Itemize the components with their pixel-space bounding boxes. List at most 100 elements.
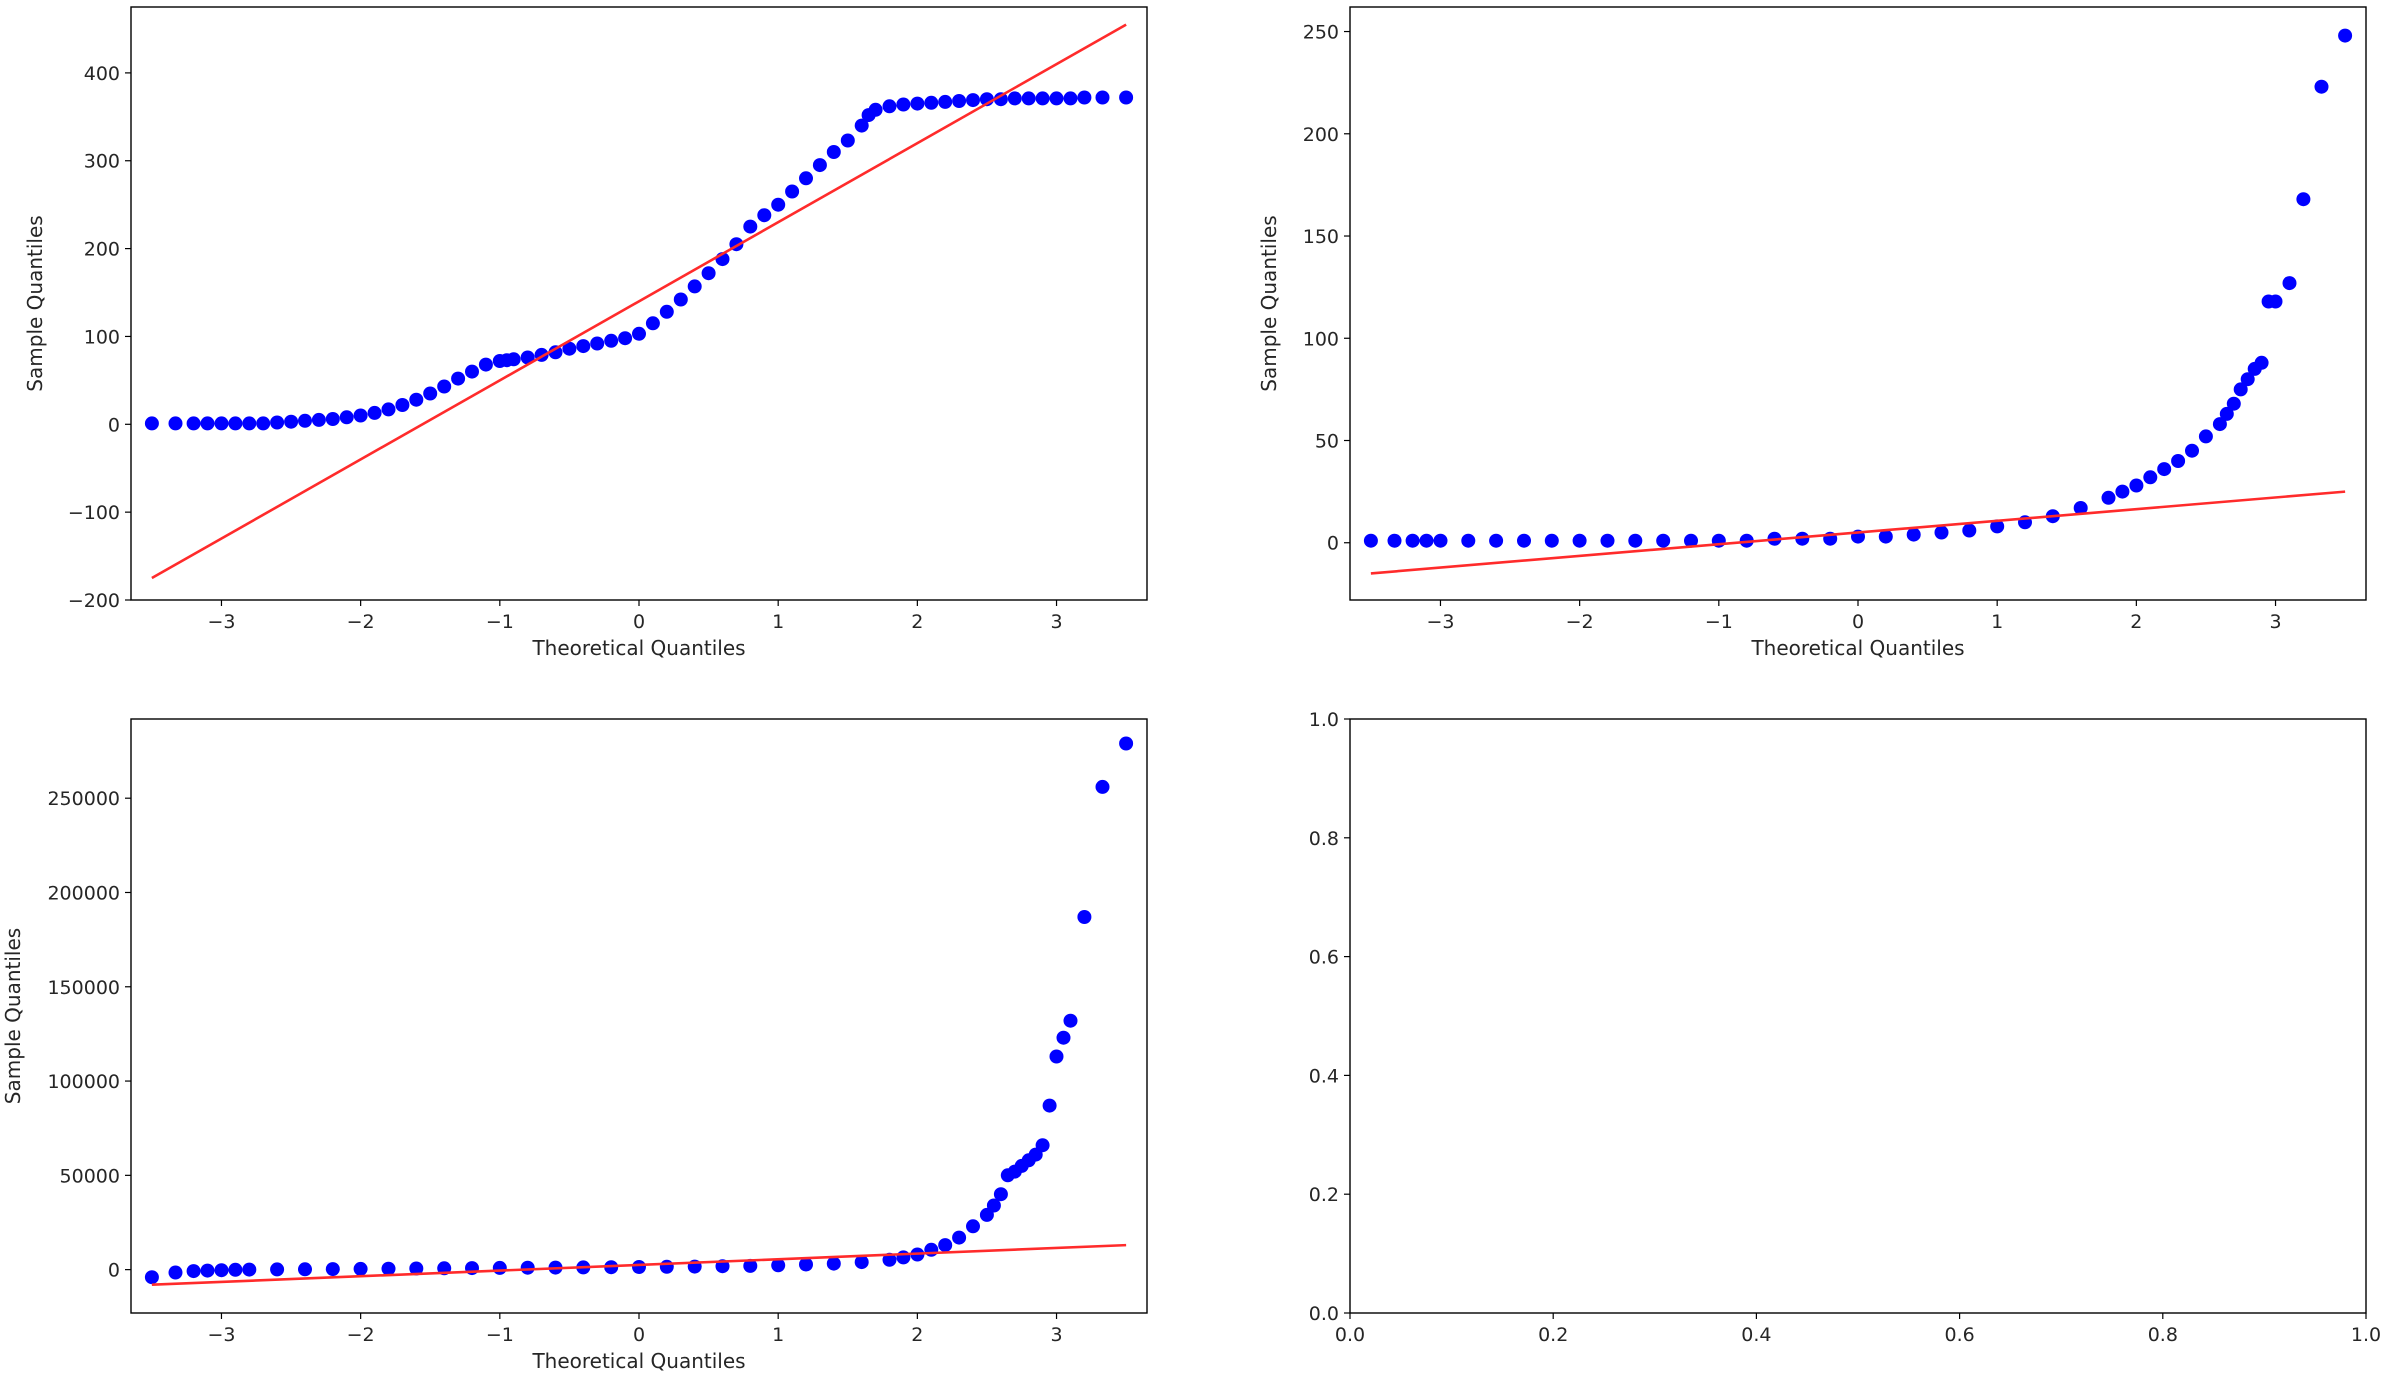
data-point: [687, 279, 702, 294]
data-point: [757, 208, 772, 223]
data-point: [632, 326, 646, 341]
data-point: [645, 316, 660, 331]
data-point: [1095, 90, 1110, 105]
data-point: [659, 1259, 674, 1274]
data-point: [826, 1256, 841, 1271]
data-point: [1628, 533, 1643, 548]
subplot-4: 0.0 0.2 0.4 0.6 0.8 1.0 0.0 0.2 0.4 0.6 0.8 1.0: [1309, 709, 2381, 1346]
data-point: [1035, 91, 1050, 106]
x-tick-label: 3: [1050, 1324, 1062, 1346]
data-point: [799, 171, 813, 186]
data-point: [284, 414, 299, 429]
data-point: [256, 416, 271, 431]
y-tick-label: 250: [1303, 22, 1339, 44]
x-tick-label: 1: [772, 611, 784, 633]
data-point: [506, 352, 521, 367]
data-point: [840, 133, 855, 148]
x-tick-label: 0.4: [1741, 1324, 1771, 1346]
data-point: [168, 1265, 183, 1280]
y-tick-label: 0.4: [1309, 1065, 1339, 1087]
data-point: [242, 1262, 257, 1277]
y-tick-label: 200: [84, 239, 120, 261]
data-point: [437, 379, 452, 394]
data-point: [868, 102, 883, 117]
data-point: [339, 410, 354, 425]
y-tick-label: 300: [84, 151, 120, 173]
x-tick-label: 3: [2269, 611, 2281, 633]
x-tick-label: −3: [1426, 611, 1454, 633]
x-tick-label: 1: [1991, 611, 2003, 633]
data-point: [367, 405, 382, 420]
x-tick-label: −1: [486, 1324, 514, 1346]
data-point: [2157, 462, 2172, 477]
data-point: [993, 92, 1008, 107]
data-point: [1007, 91, 1022, 106]
x-axis-label: Theoretical Quantiles: [531, 636, 745, 660]
data-point: [673, 292, 688, 307]
x-tick-label: −2: [347, 1324, 375, 1346]
y-tick-label: −200: [68, 590, 120, 612]
y-tick-label: 0: [108, 414, 120, 436]
data-point: [1572, 533, 1587, 548]
data-point: [451, 371, 466, 386]
data-point: [395, 398, 410, 412]
data-point: [214, 1263, 229, 1278]
y-tick-label: 100000: [47, 1071, 120, 1093]
data-point: [2296, 192, 2311, 207]
data-point: [1433, 533, 1448, 548]
y-axis-label: Sample Quantiles: [1257, 215, 1281, 391]
x-tick-label: 0.0: [1335, 1324, 1365, 1346]
y-tick-label: 0.0: [1309, 1303, 1339, 1325]
y-tick-label: 0.6: [1309, 947, 1339, 969]
x-axis-label: Theoretical Quantiles: [1750, 636, 1964, 660]
data-point: [409, 392, 424, 407]
data-point: [325, 412, 340, 426]
x-tick-label: −2: [1566, 611, 1594, 633]
data-point: [986, 1198, 1001, 1213]
subplot-2: −3 −2 −1 0 1 2 3 0 50 100 150 200 250 Theoretical Qua…: [1257, 6, 2367, 660]
data-point: [1095, 779, 1110, 794]
data-point: [1517, 533, 1531, 548]
data-point: [168, 416, 183, 431]
data-point: [492, 1260, 507, 1275]
data-point: [896, 97, 911, 112]
y-tick-label: 0.2: [1309, 1184, 1339, 1206]
data-point: [1021, 91, 1036, 106]
y-tick-label: 200000: [47, 882, 120, 904]
data-point: [2129, 478, 2144, 493]
data-point: [966, 93, 980, 108]
data-point: [200, 1263, 215, 1278]
subplot-3: −3 −2 −1 0 1 2 3 0 50000 100000 150000 200000 250000…: [1, 718, 1148, 1373]
data-point: [562, 341, 577, 356]
data-point: [478, 357, 493, 372]
data-point: [409, 1261, 424, 1276]
y-tick-label: 1.0: [1309, 709, 1339, 731]
data-point: [785, 184, 800, 199]
data-point: [1387, 533, 1402, 548]
data-point: [2143, 470, 2158, 485]
data-point: [1119, 736, 1134, 751]
x-tick-label: −2: [347, 611, 375, 633]
data-point: [353, 408, 368, 423]
data-point: [1906, 527, 1921, 542]
data-point: [882, 1252, 897, 1267]
data-point: [228, 416, 243, 431]
y-axis-label: Sample Quantiles: [23, 215, 47, 391]
y-tick-label: 150: [1303, 226, 1339, 248]
x-tick-label: 2: [911, 1324, 923, 1346]
data-point: [1077, 910, 1092, 924]
data-point: [144, 1270, 159, 1285]
data-point: [924, 95, 939, 110]
data-point: [1077, 90, 1092, 105]
data-point: [186, 1264, 201, 1279]
data-point: [1878, 529, 1893, 544]
data-point: [966, 1219, 980, 1234]
y-tick-label: 250000: [47, 788, 120, 810]
x-tick-label: −3: [207, 1324, 235, 1346]
data-point: [353, 1261, 368, 1276]
data-point: [924, 1242, 939, 1257]
reference-line: [151, 23, 1127, 580]
data-point: [2338, 28, 2353, 43]
